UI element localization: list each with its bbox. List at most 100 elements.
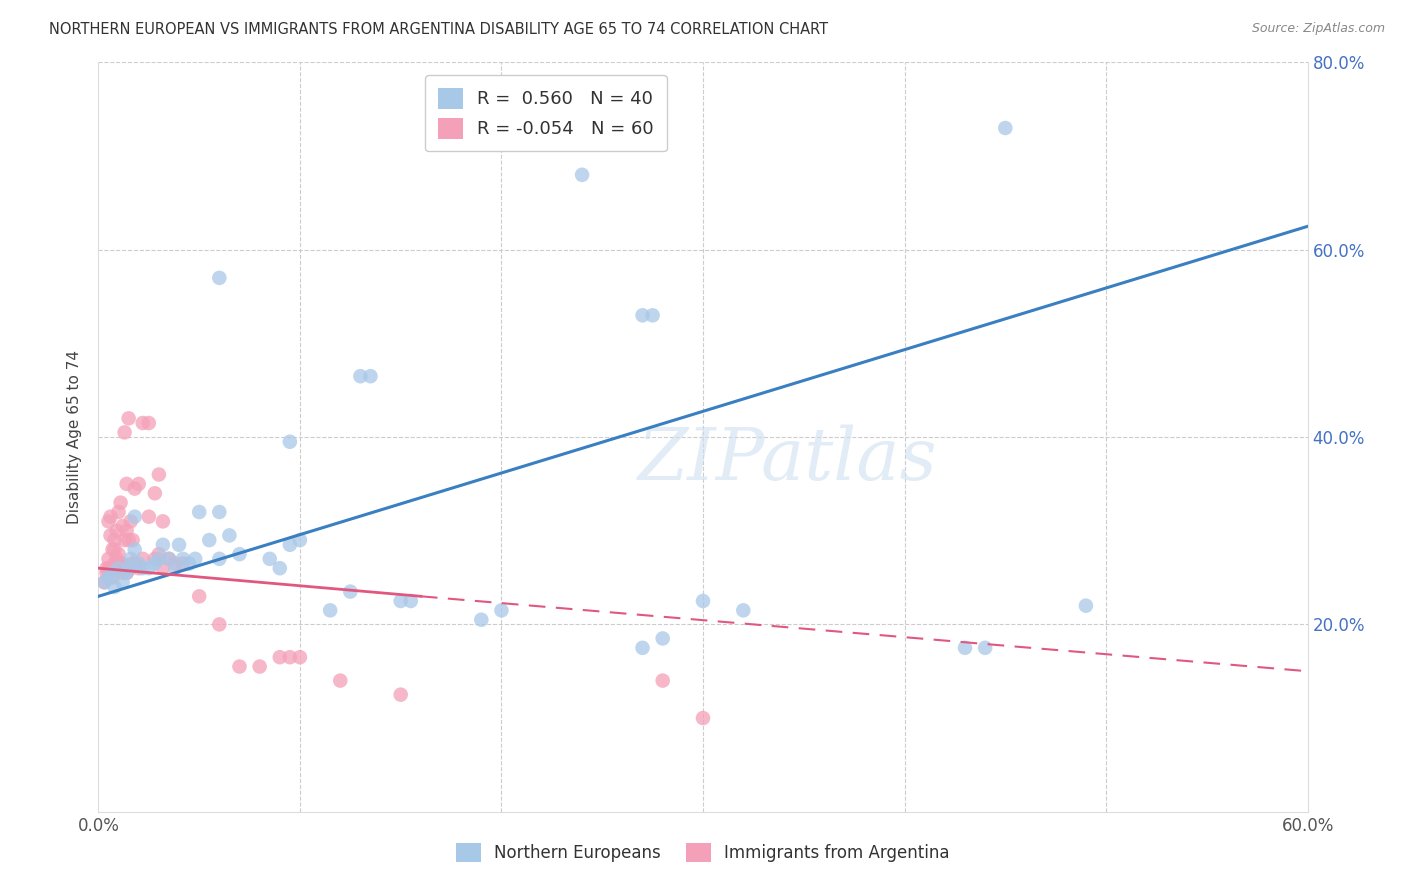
Point xyxy=(138,561,160,575)
Point xyxy=(132,561,155,575)
Point xyxy=(571,168,593,182)
Point xyxy=(288,533,311,547)
Point xyxy=(218,528,240,542)
Point xyxy=(111,566,134,580)
Point xyxy=(143,557,166,571)
Point xyxy=(101,542,124,557)
Point xyxy=(111,557,134,571)
Point xyxy=(651,673,673,688)
Point xyxy=(152,538,174,552)
Point xyxy=(93,575,115,590)
Point xyxy=(208,617,231,632)
Point xyxy=(101,561,124,575)
Point xyxy=(114,425,136,440)
Point xyxy=(103,580,125,594)
Point xyxy=(121,533,143,547)
Point xyxy=(96,566,118,580)
Point xyxy=(118,561,141,575)
Point xyxy=(101,566,124,580)
Point xyxy=(100,509,122,524)
Point xyxy=(121,557,143,571)
Point xyxy=(167,538,190,552)
Point xyxy=(278,434,301,449)
Point xyxy=(107,561,129,575)
Point xyxy=(319,603,342,617)
Point xyxy=(124,482,146,496)
Point xyxy=(148,551,170,566)
Point xyxy=(138,509,160,524)
Point xyxy=(148,547,170,561)
Point xyxy=(692,711,714,725)
Point xyxy=(259,551,281,566)
Point xyxy=(107,505,129,519)
Point xyxy=(188,590,211,604)
Point xyxy=(152,514,174,528)
Point xyxy=(96,561,118,575)
Point xyxy=(208,271,231,285)
Point xyxy=(208,551,231,566)
Point xyxy=(120,561,142,575)
Text: NORTHERN EUROPEAN VS IMMIGRANTS FROM ARGENTINA DISABILITY AGE 65 TO 74 CORRELATI: NORTHERN EUROPEAN VS IMMIGRANTS FROM ARG… xyxy=(49,22,828,37)
Point xyxy=(143,551,166,566)
Point xyxy=(631,640,654,655)
Point xyxy=(124,509,146,524)
Point xyxy=(97,514,120,528)
Point xyxy=(93,575,115,590)
Point xyxy=(124,557,146,571)
Point xyxy=(163,561,186,575)
Point xyxy=(631,308,654,322)
Point xyxy=(278,650,301,665)
Point xyxy=(389,594,412,608)
Point xyxy=(994,120,1017,135)
Point xyxy=(953,640,976,655)
Point xyxy=(110,561,132,575)
Point xyxy=(101,571,124,585)
Point xyxy=(491,603,513,617)
Point xyxy=(103,557,125,571)
Point xyxy=(184,551,207,566)
Point xyxy=(118,561,141,575)
Point xyxy=(120,551,142,566)
Point xyxy=(138,416,160,430)
Point xyxy=(1074,599,1097,613)
Point xyxy=(110,496,132,510)
Point xyxy=(172,551,194,566)
Point xyxy=(105,524,128,538)
Point xyxy=(97,561,120,575)
Point xyxy=(100,528,122,542)
Point xyxy=(110,557,132,571)
Point xyxy=(641,308,664,322)
Point xyxy=(128,561,150,575)
Point xyxy=(278,538,301,552)
Point xyxy=(172,557,194,571)
Point xyxy=(157,551,180,566)
Point xyxy=(118,411,141,425)
Point xyxy=(107,561,129,575)
Point xyxy=(103,533,125,547)
Point xyxy=(188,505,211,519)
Point xyxy=(107,547,129,561)
Point xyxy=(249,659,271,673)
Point xyxy=(152,561,174,575)
Point xyxy=(733,603,755,617)
Legend: R =  0.560   N = 40, R = -0.054   N = 60: R = 0.560 N = 40, R = -0.054 N = 60 xyxy=(425,75,666,152)
Point xyxy=(115,566,138,580)
Point xyxy=(179,557,201,571)
Point xyxy=(105,551,128,566)
Point xyxy=(198,533,221,547)
Text: Source: ZipAtlas.com: Source: ZipAtlas.com xyxy=(1251,22,1385,36)
Point xyxy=(143,486,166,500)
Point xyxy=(103,542,125,557)
Point xyxy=(329,673,352,688)
Point xyxy=(118,533,141,547)
Point xyxy=(349,369,371,384)
Point xyxy=(269,650,291,665)
Point xyxy=(470,613,492,627)
Point xyxy=(148,467,170,482)
Point xyxy=(157,551,180,566)
Point xyxy=(115,566,138,580)
Point xyxy=(120,514,142,528)
Point xyxy=(651,632,673,646)
Point xyxy=(163,557,186,571)
Point xyxy=(208,505,231,519)
